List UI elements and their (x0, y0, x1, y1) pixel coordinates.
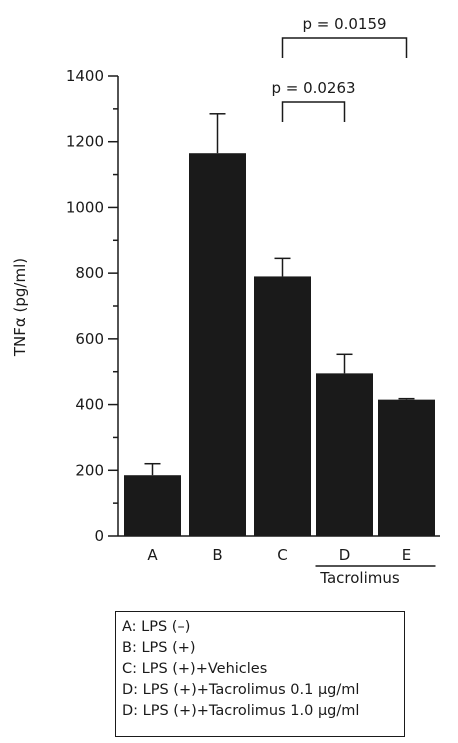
legend-item-c: C: LPS (+)+Vehicles (122, 661, 268, 677)
y-axis-label: TNFα (pg/ml) (11, 258, 29, 357)
x-tick-label-a: A (147, 546, 158, 564)
legend-item-e: D: LPS (+)+Tacrolimus 1.0 μg/ml (122, 703, 360, 719)
bar-d (316, 373, 373, 536)
y-tick-label: 1400 (66, 67, 104, 85)
x-tick-label-e: E (402, 546, 411, 564)
significance-bracket (281, 101, 346, 122)
chart-ticks: 0 200 400 600 800 1000 1200 1400 A B C D E (66, 67, 411, 564)
significance-bracket (281, 37, 408, 58)
bar-e (378, 399, 435, 536)
y-tick-label: 1200 (66, 133, 104, 151)
legend-item-a: A: LPS (–) (122, 619, 191, 635)
y-tick-label: 800 (75, 264, 104, 282)
p-value-label: p = 0.0159 (302, 15, 386, 33)
bar-a (124, 475, 181, 536)
y-tick-label: 400 (75, 396, 104, 414)
chart-bars (124, 153, 435, 536)
y-tick-label: 200 (75, 461, 104, 479)
y-tick-label: 600 (75, 330, 104, 348)
x-tick-label-d: D (339, 546, 351, 564)
bar-chart: 0 200 400 600 800 1000 1200 1400 A B C D E p = 0.015… (11, 15, 440, 587)
bar-c (254, 276, 311, 536)
bar-b (189, 153, 246, 536)
x-tick-label-b: B (212, 546, 222, 564)
y-tick-label: 1000 (66, 198, 104, 216)
legend-item-d: D: LPS (+)+Tacrolimus 0.1 μg/ml (122, 682, 360, 698)
p-value-label: p = 0.0263 (271, 79, 355, 97)
chart-error-bars (144, 113, 415, 476)
group-label: Tacrolimus (319, 569, 400, 587)
chart-annotations: p = 0.0159 p = 0.0263 (271, 15, 408, 122)
legend: A: LPS (–) B: LPS (+) C: LPS (+)+Vehicle… (115, 611, 405, 737)
legend-item-b: B: LPS (+) (122, 640, 196, 656)
y-tick-label: 0 (94, 527, 104, 545)
x-tick-label-c: C (277, 546, 287, 564)
